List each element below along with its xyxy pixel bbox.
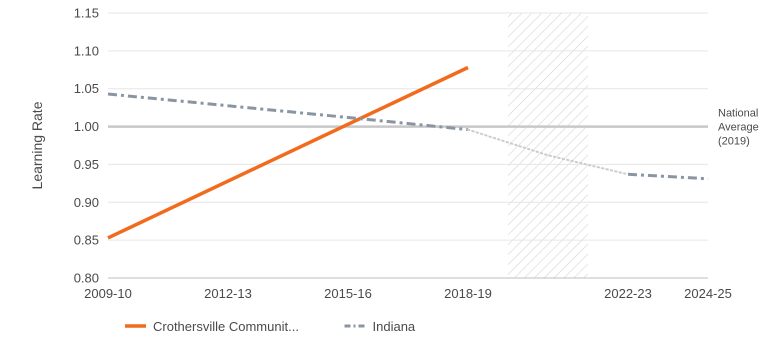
series-line-indiana	[107, 92, 469, 132]
reference-line-label: Average	[718, 122, 759, 134]
y-tick-label: 1.00	[74, 119, 99, 134]
series-line-crothersville-communit	[107, 65, 469, 240]
x-tick-label: 2012-13	[204, 286, 252, 301]
legend-label: Crothersville Communit...	[153, 319, 299, 334]
x-tick-label: 2009-10	[84, 286, 132, 301]
y-tick-label: 1.05	[74, 81, 99, 96]
x-tick-label: 2015-16	[324, 286, 372, 301]
series-line-segment-2	[467, 128, 629, 176]
y-tick-label: 0.80	[74, 271, 99, 286]
x-tick-label: 2024-25	[684, 286, 732, 301]
series-line-segment-3	[627, 172, 709, 181]
legend-label: Indiana	[373, 319, 416, 334]
y-tick-label: 1.10	[74, 43, 99, 58]
reference-line-label: (2019)	[718, 136, 750, 148]
y-tick-label: 0.85	[74, 233, 99, 248]
reference-line-label: National	[718, 108, 758, 120]
y-tick-label: 0.90	[74, 195, 99, 210]
x-tick-label: 2018-19	[444, 286, 492, 301]
shaded-period	[508, 13, 588, 278]
y-axis-title: Learning Rate	[29, 101, 45, 189]
y-tick-label: 0.95	[74, 157, 99, 172]
y-tick-label: 1.15	[74, 6, 99, 21]
x-tick-label: 2022-23	[604, 286, 652, 301]
